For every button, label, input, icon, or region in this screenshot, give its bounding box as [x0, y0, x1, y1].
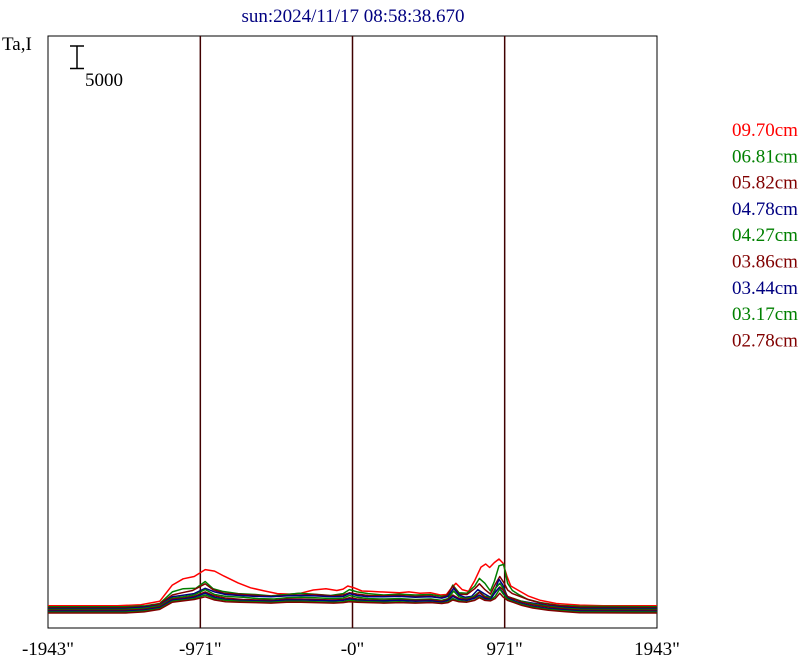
series-line [48, 592, 658, 614]
chart-title: sun:2024/11/17 08:58:38.670 [241, 6, 464, 27]
legend-entry: 09.70cm [732, 120, 798, 141]
legend-entry: 06.81cm [732, 146, 798, 167]
x-tick-label: -0" [341, 639, 365, 660]
series-line [48, 575, 658, 609]
legend-entry: 03.44cm [732, 278, 798, 299]
y-axis-label: Ta,I [2, 34, 32, 55]
reference-lines [199, 36, 506, 628]
legend-entry: 04.78cm [732, 199, 798, 220]
legend-entry: 03.86cm [732, 252, 798, 273]
scale-bar-label: 5000 [85, 70, 123, 91]
legend-entry: 03.17cm [732, 304, 798, 325]
x-tick-label: 971" [487, 639, 523, 660]
legend: 09.70cm 06.81cm 05.82cm 04.78cm 04.27cm 03.86… [732, 120, 798, 351]
x-tick-label: 1943" [634, 639, 680, 660]
series-line [48, 563, 658, 608]
scale-bar: 5000 [70, 45, 123, 91]
legend-entry: 04.27cm [732, 225, 798, 246]
legend-entry: 05.82cm [732, 173, 798, 194]
x-tick-label: -1943" [22, 639, 74, 660]
series-line [47, 587, 658, 613]
series-line [48, 588, 658, 613]
x-tick-label: -971" [179, 639, 222, 660]
legend-entry: 02.78cm [732, 330, 798, 351]
x-tick-labels: -1943" -971" -0" 971" 1943" [22, 639, 680, 660]
series-group [47, 558, 658, 614]
